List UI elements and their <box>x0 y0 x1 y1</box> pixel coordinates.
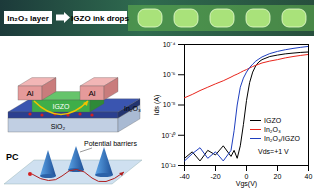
svg-text:10⁻⁸: 10⁻⁸ <box>163 101 176 108</box>
svg-text:40: 40 <box>305 173 313 180</box>
svg-text:10⁻¹⁰: 10⁻¹⁰ <box>161 131 176 138</box>
svg-text:Al: Al <box>88 89 95 98</box>
svg-text:PC: PC <box>6 152 19 162</box>
svg-text:10⁻⁴: 10⁻⁴ <box>163 41 176 48</box>
svg-text:IGZO ink drops: IGZO ink drops <box>71 14 129 23</box>
svg-text:SiO₂: SiO₂ <box>51 123 66 130</box>
svg-text:10⁻¹²: 10⁻¹² <box>161 162 176 169</box>
svg-text:Al: Al <box>26 89 33 98</box>
svg-text:-40: -40 <box>179 173 189 180</box>
html-text:Vds=+1 V: Vds=+1 V <box>258 148 289 155</box>
svg-text:0: 0 <box>244 173 249 181</box>
html-text:In₂O₃/IGZO: In₂O₃/IGZO <box>264 135 300 142</box>
svg-text:IGZO: IGZO <box>52 103 70 110</box>
svg-text:In₂O₃ layer: In₂O₃ layer <box>7 14 49 23</box>
svg-text:-20: -20 <box>210 173 220 180</box>
svg-text:Ids (A): Ids (A) <box>153 95 161 116</box>
svg-text:10⁻⁶: 10⁻⁶ <box>163 71 176 78</box>
html-text:In₂O₃: In₂O₃ <box>264 126 281 133</box>
svg-text:20: 20 <box>274 173 282 180</box>
svg-text:Potential barriers: Potential barriers <box>84 140 137 147</box>
svg-text:In₂O₃: In₂O₃ <box>124 105 141 112</box>
html-text:IGZO: IGZO <box>264 117 282 124</box>
svg-text:Vgs(V): Vgs(V) <box>236 180 257 188</box>
